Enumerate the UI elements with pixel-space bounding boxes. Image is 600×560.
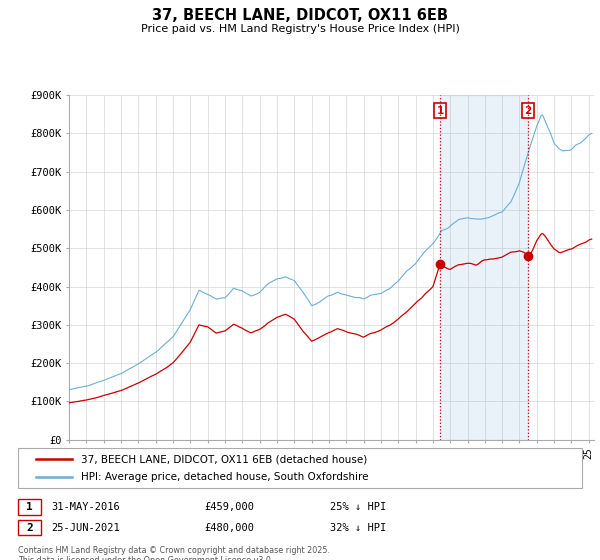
Text: 32% ↓ HPI: 32% ↓ HPI: [330, 522, 386, 533]
Text: £459,000: £459,000: [204, 502, 254, 512]
Text: 1: 1: [437, 105, 444, 115]
Text: Contains HM Land Registry data © Crown copyright and database right 2025.
This d: Contains HM Land Registry data © Crown c…: [18, 546, 330, 560]
Text: 37, BEECH LANE, DIDCOT, OX11 6EB (detached house): 37, BEECH LANE, DIDCOT, OX11 6EB (detach…: [81, 454, 367, 464]
Text: 31-MAY-2016: 31-MAY-2016: [51, 502, 120, 512]
Text: 1: 1: [26, 502, 33, 512]
Text: £480,000: £480,000: [204, 522, 254, 533]
Text: Price paid vs. HM Land Registry's House Price Index (HPI): Price paid vs. HM Land Registry's House …: [140, 24, 460, 34]
Text: HPI: Average price, detached house, South Oxfordshire: HPI: Average price, detached house, Sout…: [81, 472, 368, 482]
Text: 2: 2: [26, 522, 33, 533]
Text: 2: 2: [524, 105, 532, 115]
Text: 25-JUN-2021: 25-JUN-2021: [51, 522, 120, 533]
Text: 37, BEECH LANE, DIDCOT, OX11 6EB: 37, BEECH LANE, DIDCOT, OX11 6EB: [152, 8, 448, 24]
Text: 25% ↓ HPI: 25% ↓ HPI: [330, 502, 386, 512]
Bar: [440, 95, 528, 440]
